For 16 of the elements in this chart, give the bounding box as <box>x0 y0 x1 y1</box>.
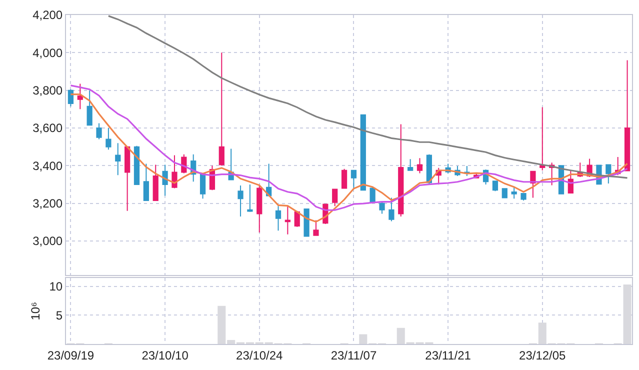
x-tick-label: 23/09/19 <box>47 348 94 362</box>
y-tick-label: 3,000 <box>32 234 63 248</box>
x-tick-label: 23/11/21 <box>425 348 472 362</box>
y-tick-label: 4,000 <box>32 46 63 60</box>
y-tick-label: 3,800 <box>32 84 63 98</box>
y-tick-label: 3,200 <box>32 196 63 211</box>
x-tick-label: 23/10/10 <box>142 348 189 362</box>
y-tick-label: 5 <box>56 308 63 322</box>
y-tick-label: 4,200 <box>32 8 63 22</box>
y-tick-label: 10 <box>49 279 63 294</box>
y-axis-title: 10⁶ <box>28 302 43 320</box>
x-tick-label: 23/11/07 <box>330 348 377 362</box>
x-tick-label: 23/12/05 <box>519 348 566 362</box>
y-tick-label: 3,400 <box>32 158 63 173</box>
y-tick-label: 3,600 <box>32 121 63 136</box>
x-tick-label: 23/10/24 <box>236 348 284 362</box>
